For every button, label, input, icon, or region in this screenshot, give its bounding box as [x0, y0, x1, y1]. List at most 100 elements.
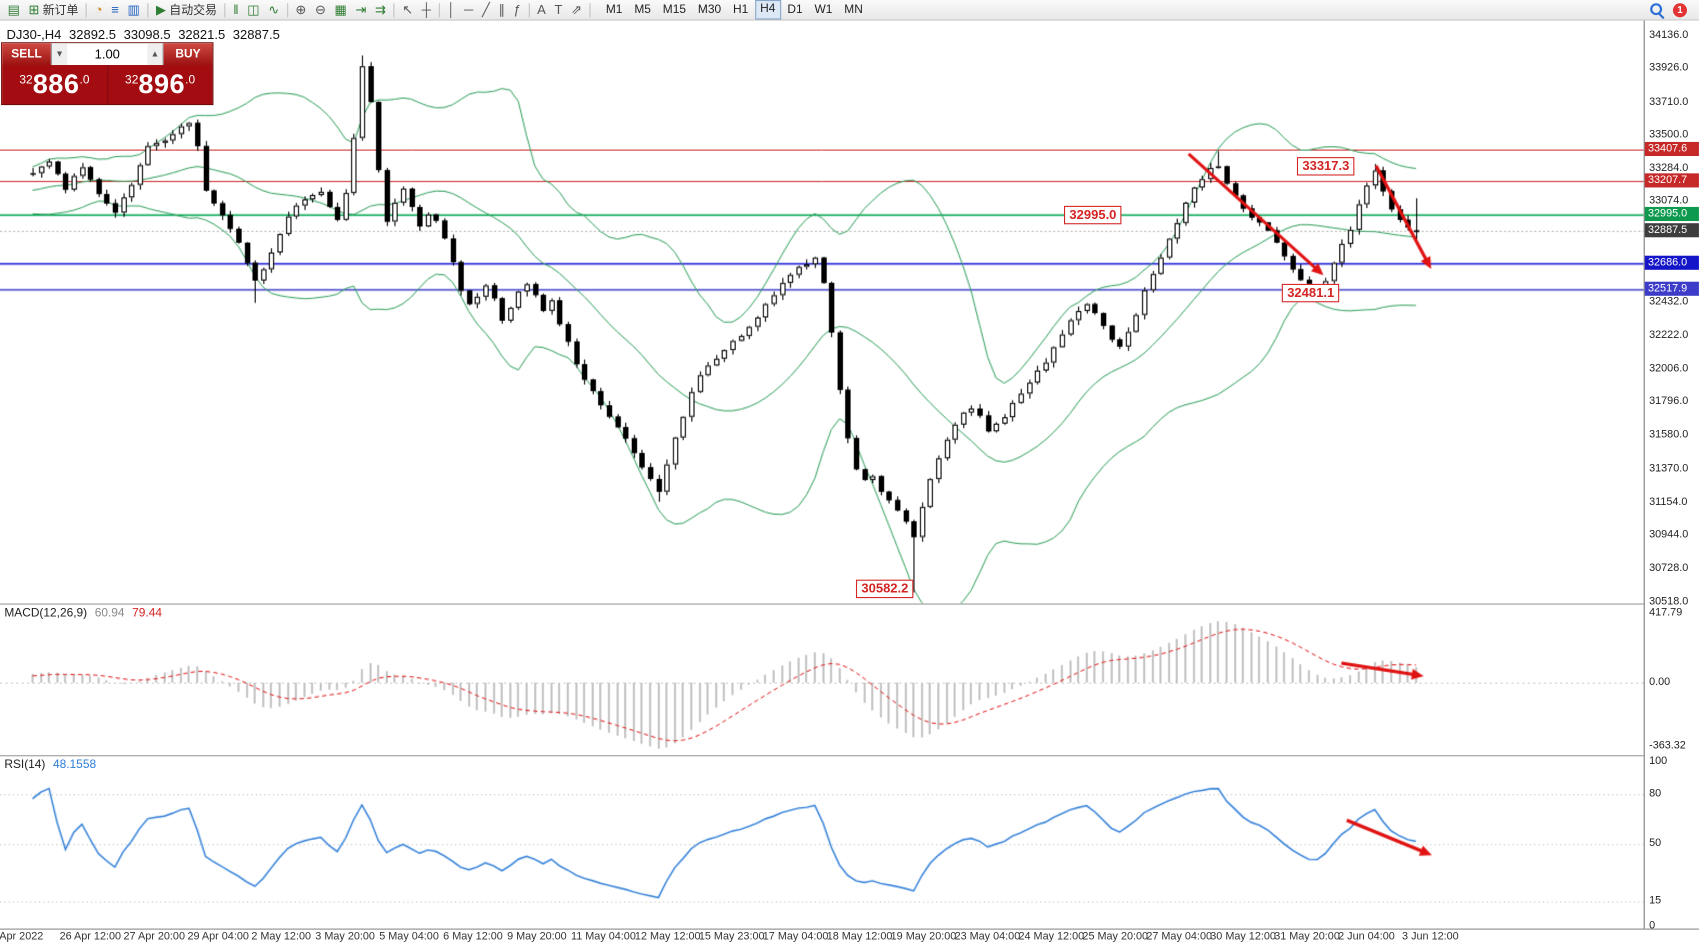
price-axis-label: 31796.0 [1649, 395, 1689, 408]
time-axis-label: 23 May 04:00 [954, 930, 1021, 943]
timeframe-mn-button[interactable]: MN [844, 3, 863, 17]
macd-axis-label: 417.79 [1649, 606, 1683, 619]
data-window-button[interactable]: ▥ [123, 1, 144, 19]
channel-button[interactable]: ∥ [494, 1, 509, 19]
text-icon: A [537, 1, 546, 17]
rsi-value: 48.1558 [52, 758, 97, 772]
timeframe-h4-button[interactable]: H4 [754, 0, 781, 20]
notification-badge[interactable]: 1 [1672, 2, 1688, 17]
chart-line-button[interactable]: ∿ [264, 1, 284, 19]
text-button[interactable]: A [533, 1, 550, 19]
new-order-button[interactable]: ⊞ 新订单 [24, 1, 83, 19]
horizontal-line-button[interactable]: ─ [460, 1, 478, 19]
volume-decrease-button[interactable]: ▼ [52, 43, 68, 66]
price-annotation[interactable]: 30582.2 [855, 579, 914, 599]
trendline-icon: ╱ [481, 1, 490, 17]
price-axis-label: 32006.0 [1649, 362, 1689, 375]
price-annotation[interactable]: 33317.3 [1296, 157, 1355, 176]
search-icon[interactable] [1649, 2, 1665, 18]
timeframe-m30-button[interactable]: M30 [697, 3, 722, 17]
time-axis-label: 18 May 12:00 [826, 930, 893, 943]
toolbar-separator [589, 2, 591, 17]
tile-windows-button[interactable]: ▦ [330, 1, 351, 19]
trendline-button[interactable]: ╱ [478, 1, 495, 19]
rsi-indicator-label: RSI(14) 48.1558 [4, 758, 96, 771]
price-level-tag: 32995.0 [1644, 206, 1699, 221]
price-axis-label: 34136.0 [1649, 29, 1689, 42]
price-level-tag: 33207.7 [1644, 173, 1699, 188]
buy-button[interactable]: BUY [163, 43, 213, 66]
time-axis-label: 25 May 20:00 [1082, 930, 1149, 943]
price-annotation[interactable]: 32481.1 [1281, 283, 1340, 303]
price-axis-label: 30518.0 [1649, 595, 1689, 608]
tile-windows-icon: ▦ [334, 1, 347, 17]
close-value: 32887.5 [232, 27, 280, 43]
price-axis[interactable]: 34136.0 33926.0 33710.0 33500.0 33284.0 33074… [1643, 20, 1699, 932]
macd-name: MACD(12,26,9) [4, 606, 88, 620]
timeframe-m1-button[interactable]: M1 [605, 3, 623, 17]
symbol-period-label: DJ30-,H4 [6, 27, 62, 43]
time-axis-label: 9 May 20:00 [507, 930, 567, 943]
time-axis-label: 6 May 12:00 [443, 930, 503, 943]
toolbar-separator [86, 2, 88, 17]
price-level-tag: 33407.6 [1644, 142, 1699, 157]
fibonacci-button[interactable]: ƒ [509, 1, 525, 19]
buy-price-button[interactable]: 32 896 .0 [108, 65, 213, 104]
timeframe-w1-button[interactable]: W1 [814, 3, 833, 17]
text-label-button[interactable]: T [550, 1, 567, 19]
chart-bars-button[interactable]: ‖ [229, 1, 243, 19]
rsi-axis-label: 100 [1649, 755, 1668, 768]
auto-trading-button[interactable]: ▶ 自动交易 [152, 1, 222, 19]
timeframe-d1-button[interactable]: D1 [787, 3, 803, 17]
pane-separator[interactable] [0, 755, 1699, 757]
new-order-icon: ⊞ [28, 1, 40, 17]
time-axis-label: 31 May 20:00 [1274, 930, 1340, 943]
time-axis-label: 2 May 12:00 [251, 930, 312, 943]
quotes-button[interactable]: ◔ [90, 1, 107, 19]
current-price-tag: 32887.5 [1644, 223, 1699, 238]
new-chart-button[interactable]: ▤ [3, 1, 24, 19]
horizontal-line-icon: ─ [464, 1, 474, 17]
sell-price-big: 886 [32, 69, 80, 100]
sell-price-prefix: 32 [19, 73, 33, 87]
buy-price-prefix: 32 [125, 73, 139, 87]
timeframe-m15-button[interactable]: M15 [662, 3, 686, 17]
vertical-line-button[interactable]: │ [443, 1, 460, 19]
data-window-icon: ▥ [127, 1, 140, 17]
low-value: 32821.5 [178, 27, 226, 43]
time-axis-label: 3 May 20:00 [315, 930, 375, 943]
sell-button[interactable]: SELL [2, 43, 51, 66]
sell-price-button[interactable]: 32 886 .0 [2, 65, 108, 105]
time-axis-label: 27 May 04:00 [1146, 930, 1213, 943]
price-annotation[interactable]: 32995.0 [1063, 205, 1122, 225]
price-axis-label: 30944.0 [1649, 529, 1689, 541]
price-axis-label: 30728.0 [1649, 562, 1689, 575]
open-value: 32892.5 [69, 27, 117, 43]
zoom-in-button[interactable]: ⊕ [291, 1, 311, 19]
macd-axis-label: -363.32 [1649, 740, 1686, 752]
crosshair-button[interactable]: ┼ [417, 1, 435, 19]
chart-shift-button[interactable]: ⇥ [351, 1, 371, 19]
time-axis-label: 25 Apr 2022 [0, 930, 44, 943]
timeframe-h1-button[interactable]: H1 [733, 3, 749, 17]
bar-chart-icon: ‖ [233, 1, 239, 17]
time-axis-label: 2 Jun 04:00 [1338, 930, 1395, 943]
volume-input[interactable]: 1.00 [94, 46, 120, 62]
zoom-out-button[interactable]: ⊖ [311, 1, 331, 19]
pane-separator[interactable] [0, 603, 1699, 605]
chart-shift-icon: ⇥ [355, 1, 367, 17]
timeframe-m5-button[interactable]: M5 [634, 3, 651, 17]
vertical-line-icon: │ [447, 1, 456, 17]
timeframe-toolbar: M1 M5 M15 M30 H1 H4 D1 W1 MN [600, 0, 868, 20]
price-axis-label: 31154.0 [1649, 496, 1688, 509]
new-order-label: 新订单 [42, 4, 79, 18]
volume-increase-button[interactable]: ▲ [147, 43, 163, 66]
auto-scroll-button[interactable]: ⇉ [371, 1, 391, 19]
chart-canvas[interactable] [0, 20, 1644, 929]
chart-candles-button[interactable]: ◫ [243, 1, 264, 19]
navigator-button[interactable]: ≡ [107, 1, 123, 19]
cursor-button[interactable]: ↖ [398, 1, 418, 19]
arrows-button[interactable]: ⇗ [567, 1, 587, 19]
